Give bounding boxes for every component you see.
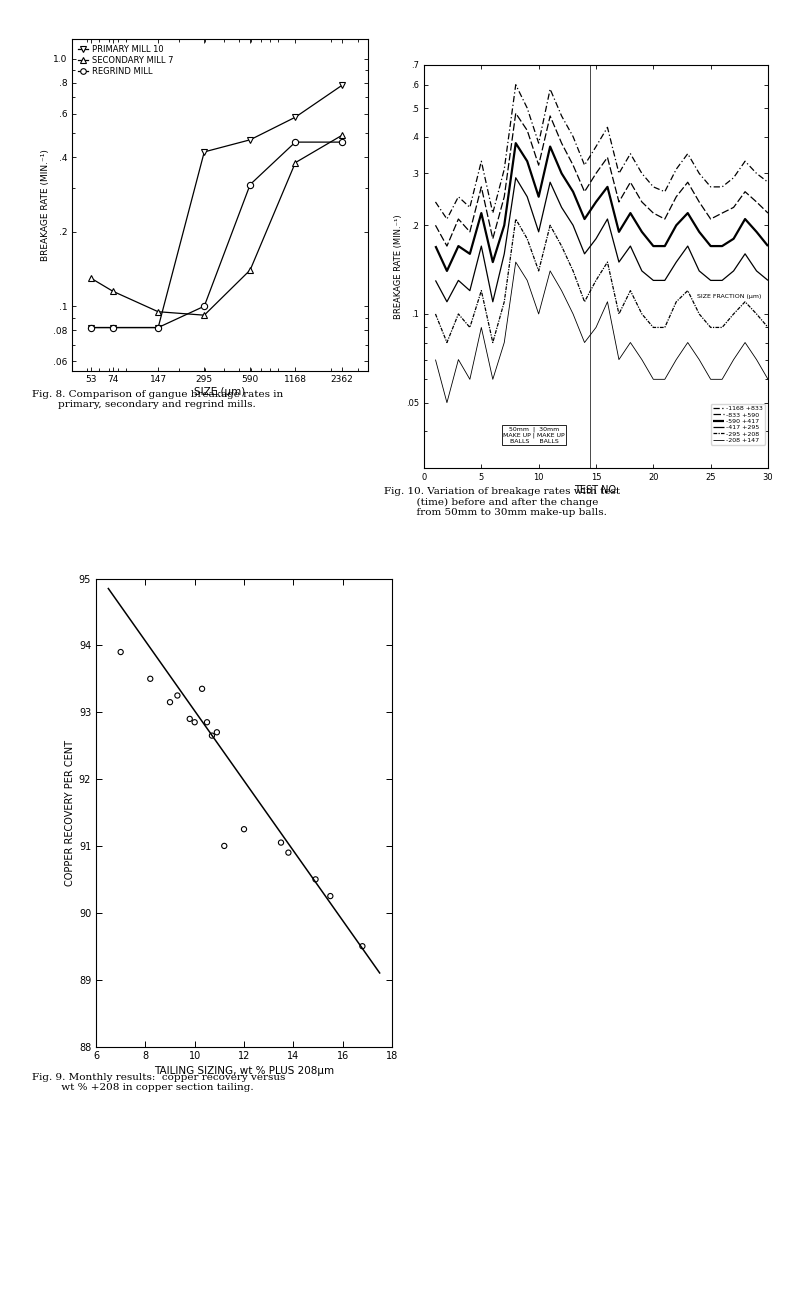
REGRIND MILL xyxy=(246,177,255,192)
Line: SECONDARY MILL 7: SECONDARY MILL 7 xyxy=(87,133,345,318)
Point xyxy=(218,836,230,857)
PRIMARY MILL 10 xyxy=(154,320,163,335)
REGRIND MILL xyxy=(154,320,163,335)
Point xyxy=(210,722,223,742)
Legend: -1168 +833, -833 +590, -590 +417, -417 +295, -295 +208, -208 +147: -1168 +833, -833 +590, -590 +417, -417 +… xyxy=(711,404,765,445)
SECONDARY MILL 7 xyxy=(199,307,209,322)
SECONDARY MILL 7 xyxy=(246,263,255,278)
SECONDARY MILL 7 xyxy=(154,304,163,320)
Point xyxy=(201,712,214,733)
Point xyxy=(282,842,294,863)
PRIMARY MILL 10 xyxy=(246,133,255,148)
Point xyxy=(163,692,176,712)
REGRIND MILL xyxy=(199,299,209,315)
Point xyxy=(274,832,287,853)
REGRIND MILL xyxy=(290,134,300,150)
Text: SIZE FRACTION (μm): SIZE FRACTION (μm) xyxy=(697,294,761,299)
Text: 50mm  |  30mm
MAKE UP | MAKE UP
BALLS     BALLS: 50mm | 30mm MAKE UP | MAKE UP BALLS BALL… xyxy=(503,426,565,443)
Y-axis label: BREAKAGE RATE (MIN.⁻¹): BREAKAGE RATE (MIN.⁻¹) xyxy=(394,214,403,318)
X-axis label: TEST NO.: TEST NO. xyxy=(574,485,618,494)
Text: Fig. 10. Variation of breakage rates with test
          (time) before and after: Fig. 10. Variation of breakage rates wit… xyxy=(384,488,620,517)
SECONDARY MILL 7 xyxy=(108,283,118,299)
Y-axis label: BREAKAGE RATE (MIN.⁻¹): BREAKAGE RATE (MIN.⁻¹) xyxy=(41,148,50,261)
PRIMARY MILL 10 xyxy=(199,144,209,160)
X-axis label: TAILING SIZING, wt % PLUS 208μm: TAILING SIZING, wt % PLUS 208μm xyxy=(154,1066,334,1075)
PRIMARY MILL 10 xyxy=(86,320,95,335)
Line: REGRIND MILL: REGRIND MILL xyxy=(87,139,345,330)
Point xyxy=(309,868,322,889)
Point xyxy=(144,668,157,689)
SECONDARY MILL 7 xyxy=(86,270,95,286)
SECONDARY MILL 7 xyxy=(337,127,346,143)
Point xyxy=(196,679,209,699)
Point xyxy=(171,685,184,706)
Point xyxy=(114,642,127,663)
Text: Fig. 9. Monthly results:  copper recovery versus
         wt % +208 in copper se: Fig. 9. Monthly results: copper recovery… xyxy=(32,1072,286,1092)
X-axis label: SIZE (μm): SIZE (μm) xyxy=(194,387,246,396)
PRIMARY MILL 10 xyxy=(108,320,118,335)
Y-axis label: COPPER RECOVERY PER CENT: COPPER RECOVERY PER CENT xyxy=(65,740,74,885)
Point xyxy=(206,725,218,746)
Point xyxy=(356,936,369,957)
SECONDARY MILL 7 xyxy=(290,155,300,170)
Point xyxy=(324,885,337,906)
REGRIND MILL xyxy=(86,320,95,335)
Line: PRIMARY MILL 10: PRIMARY MILL 10 xyxy=(87,82,345,330)
REGRIND MILL xyxy=(108,320,118,335)
PRIMARY MILL 10 xyxy=(337,78,346,94)
Point xyxy=(188,712,201,733)
Text: Fig. 8. Comparison of gangue breakage rates in
        primary, secondary and re: Fig. 8. Comparison of gangue breakage ra… xyxy=(32,390,283,410)
Point xyxy=(183,708,196,729)
PRIMARY MILL 10 xyxy=(290,109,300,125)
Legend: PRIMARY MILL 10, SECONDARY MILL 7, REGRIND MILL: PRIMARY MILL 10, SECONDARY MILL 7, REGRI… xyxy=(76,43,175,78)
Point xyxy=(238,819,250,840)
REGRIND MILL xyxy=(337,134,346,150)
